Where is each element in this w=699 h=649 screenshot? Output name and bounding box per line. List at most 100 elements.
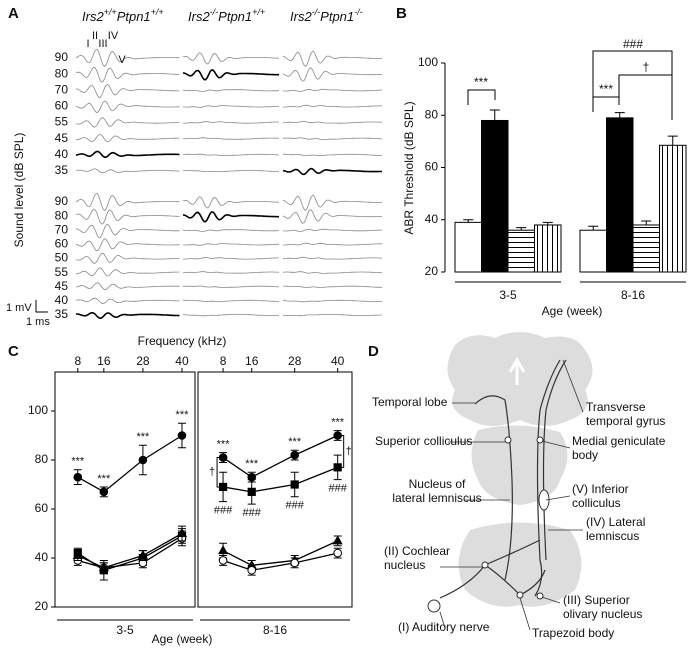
level-label: 45 — [55, 131, 69, 145]
waveform — [282, 256, 382, 260]
waveform — [183, 121, 279, 124]
diagram-label: (I) Auditory nerve — [398, 620, 490, 634]
annotation: ### — [286, 500, 305, 512]
annotation: ### — [243, 507, 262, 519]
series-line — [77, 532, 183, 569]
genotype: -/- — [210, 7, 219, 17]
waveform — [75, 48, 180, 68]
diagram-label: Medial geniculate — [572, 434, 666, 448]
annotation: † — [209, 466, 215, 478]
leader-line — [439, 359, 584, 631]
error-bar — [542, 221, 553, 225]
marker — [290, 450, 299, 460]
panel-frame — [54, 371, 196, 608]
waveform — [182, 243, 280, 246]
level-label: 60 — [55, 99, 69, 113]
scale-bar — [35, 300, 48, 313]
annotation: ### — [214, 505, 233, 517]
annotation: *** — [176, 409, 190, 421]
x-tick-label: 8 — [74, 354, 81, 368]
annotation: *** — [97, 473, 111, 485]
error-bar — [463, 219, 474, 223]
bar — [534, 224, 562, 273]
waveform — [182, 229, 280, 232]
bar — [606, 117, 634, 273]
bracket — [592, 50, 673, 97]
y-tick-label: 80 — [35, 452, 49, 466]
diagram-label: body — [572, 448, 598, 462]
waveform — [75, 168, 180, 174]
waveform — [182, 211, 279, 223]
scale-label: 1 ms — [26, 316, 50, 328]
genotype: +/+ — [151, 7, 164, 17]
diagram-label: colliculus — [572, 496, 621, 510]
x-tick-label: 8-16 — [263, 623, 287, 637]
level-label: 50 — [55, 251, 69, 265]
waveform — [182, 52, 280, 65]
wave-label: III — [98, 38, 107, 50]
error-bar — [516, 227, 527, 231]
panel-label: D — [368, 343, 379, 360]
bar — [659, 144, 687, 273]
y-axis-label: Sound level (dB SPL) — [12, 133, 26, 248]
y-tick-label: 20 — [425, 264, 439, 278]
midbrain — [471, 425, 568, 505]
level-label: 80 — [55, 208, 69, 222]
level-label: 80 — [55, 66, 69, 80]
diagram-label: (V) Inferior — [572, 482, 629, 496]
genotype: -/- — [312, 7, 321, 17]
nucleus — [536, 436, 544, 444]
diagram-label: Transverse — [586, 400, 646, 414]
marker — [290, 558, 299, 568]
annotation: † — [346, 445, 352, 457]
annotation: ### — [623, 37, 643, 51]
nucleus — [504, 436, 512, 444]
bar — [481, 119, 509, 273]
marker — [333, 431, 342, 440]
waveform — [283, 153, 382, 156]
gene: Ptpn1 — [320, 9, 354, 24]
annotation: *** — [245, 458, 259, 470]
marker — [333, 463, 342, 472]
nucleus — [516, 591, 524, 599]
marker — [247, 565, 257, 575]
x-axis-label: Frequency (kHz) — [138, 334, 227, 348]
error-bar — [614, 112, 625, 118]
x-tick-label: 16 — [97, 354, 111, 368]
diagram-label: (IV) Lateral — [586, 515, 645, 529]
marker — [218, 556, 228, 565]
arrow — [508, 357, 526, 385]
bracket — [618, 74, 673, 120]
waveform — [183, 153, 280, 157]
diagram-label: nucleus — [384, 558, 425, 572]
waveform — [282, 271, 383, 274]
error-bar — [489, 109, 500, 121]
x-tick-label: 40 — [175, 354, 189, 368]
level-label: 40 — [55, 293, 69, 307]
bar — [454, 221, 482, 273]
waveform — [75, 84, 180, 98]
bar — [632, 224, 660, 273]
level-label: 35 — [55, 163, 69, 177]
cerebrum — [447, 332, 593, 426]
gene: Ptpn1 — [117, 9, 151, 24]
x-tick-label: 8-16 — [621, 288, 645, 302]
waveform — [282, 242, 382, 246]
waveform — [75, 100, 180, 114]
y-tick-label: 80 — [425, 107, 439, 121]
diagram-label: temporal gyrus — [586, 414, 665, 428]
waveform — [182, 299, 279, 302]
waveform — [182, 89, 279, 92]
waveform — [283, 285, 382, 289]
y-tick-label: 40 — [35, 550, 49, 564]
waveform — [75, 133, 180, 143]
x-axis-label: Age (week) — [152, 632, 213, 646]
gene: Irs2 — [290, 9, 312, 24]
marker — [72, 550, 83, 560]
marker — [247, 487, 256, 496]
waveform — [75, 267, 180, 277]
waveform — [75, 66, 180, 83]
waveform — [75, 192, 180, 212]
bracket — [216, 457, 221, 488]
wave-label: II — [92, 30, 98, 42]
